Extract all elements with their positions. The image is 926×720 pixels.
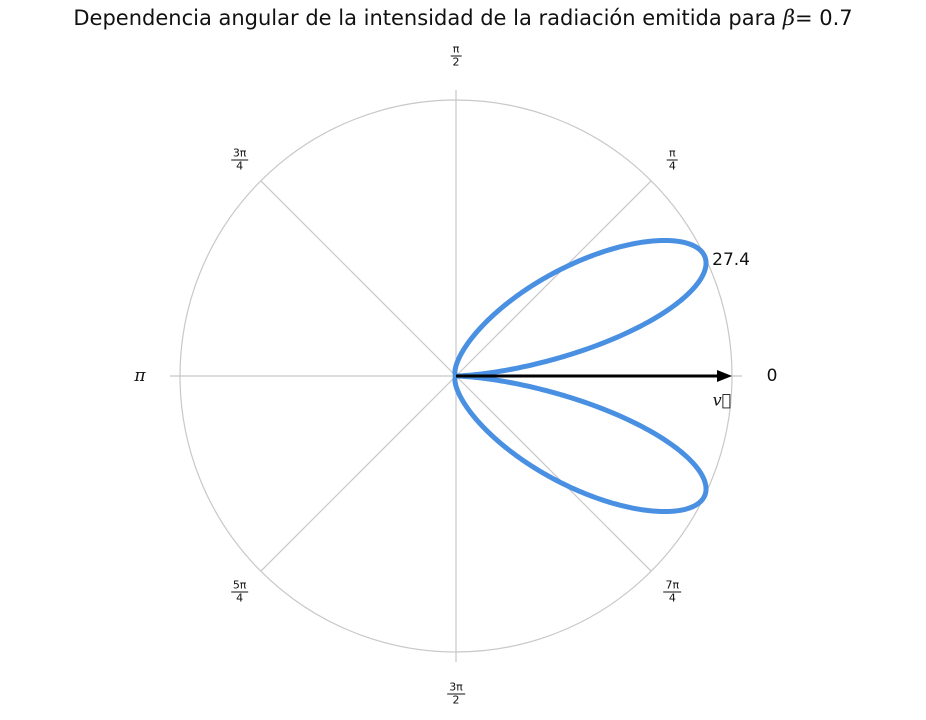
velocity-arrow-head [717, 370, 732, 382]
angle-label-0: 0 [766, 366, 778, 386]
angle-label-numerator: 3π [447, 680, 465, 695]
angle-label-denominator: 2 [452, 55, 460, 69]
angle-label-numerator: 7π [663, 578, 682, 593]
angle-label-denominator: 4 [668, 159, 676, 173]
velocity-label: v⃗ [712, 390, 732, 410]
title-prefix: Dependencia angular de la intensidad de … [73, 6, 777, 30]
velocity-arrow [456, 370, 732, 382]
grid-spoke-135 [260, 180, 457, 377]
polar-grid [170, 90, 742, 662]
angle-label-180: π [134, 366, 146, 386]
angle-label-135: 3π 4 [230, 146, 249, 173]
angle-label-denominator: 2 [452, 693, 460, 707]
angle-label-225: 5π 4 [230, 578, 249, 605]
grid-spoke-45 [455, 180, 652, 377]
angle-label-denominator: 4 [236, 591, 244, 605]
title-beta-symbol: β [782, 6, 795, 30]
radial-max-label: 27.4 [712, 250, 750, 271]
angle-label-numerator: 5π [230, 578, 249, 593]
title-beta-value: = 0.7 [794, 6, 853, 30]
angle-label-315: 7π 4 [663, 578, 682, 605]
angle-label-270: 3π 2 [447, 680, 465, 707]
angle-label-denominator: 4 [668, 591, 676, 605]
angle-label-numerator: 3π [230, 146, 249, 161]
angle-label-numerator: π [667, 146, 678, 161]
angle-label-denominator: 4 [236, 159, 244, 173]
grid-spoke-225 [260, 375, 457, 572]
angle-label-numerator: π [450, 42, 462, 57]
grid-spoke-315 [455, 375, 652, 572]
chart-title: Dependencia angular de la intensidad de … [0, 6, 926, 30]
